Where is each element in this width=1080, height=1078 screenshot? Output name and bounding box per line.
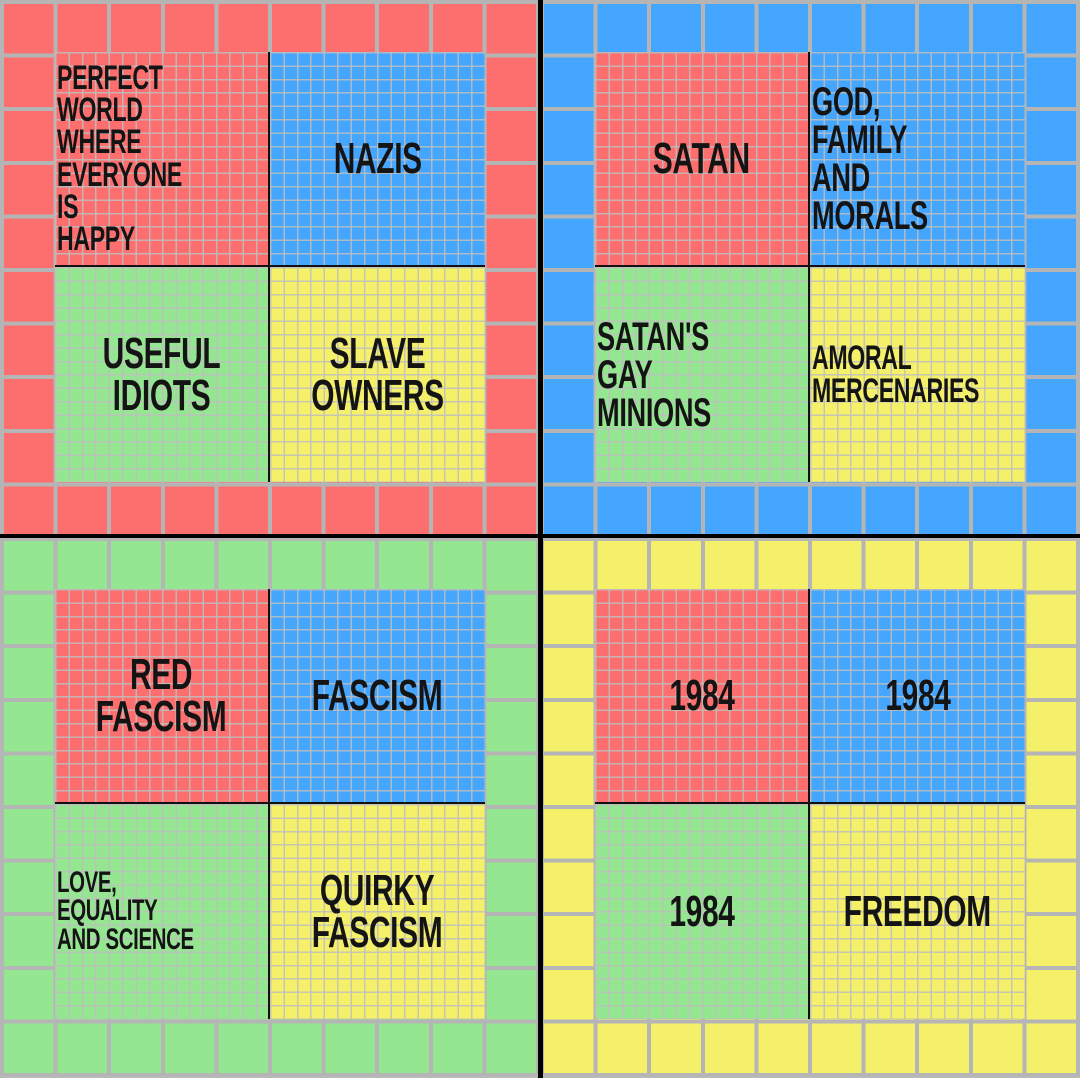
cell-1984-c: 1984 — [595, 804, 810, 1019]
cell-love-equality-science: LOVE, EQUALITY AND SCIENCE — [55, 804, 270, 1019]
cell-1984-b: 1984 — [810, 589, 1025, 804]
cell-satan: SATAN — [595, 52, 810, 267]
cell-label: NAZIS — [333, 133, 422, 183]
cell-amoral-mercenaries: AMORAL MERCENARIES — [810, 267, 1025, 482]
inner-grid: SATAN GOD, FAMILY AND MORALS SATAN'S GAY… — [595, 52, 1025, 482]
cell-label: SATAN'S GAY MINIONS — [597, 314, 711, 435]
cell-quirky-fascism: QUIRKY FASCISM — [270, 804, 485, 1019]
quadrant-bottom-right: 1984 1984 1984 FREEDOM — [540, 537, 1080, 1076]
cell-label: QUIRKY FASCISM — [312, 865, 443, 957]
cell-label: USEFUL IDIOTS — [102, 328, 221, 420]
cell-label: LOVE, EQUALITY AND SCIENCE — [57, 865, 194, 956]
quadrant-top-left: PERFECT WORLD WHERE EVERYONE IS HAPPY NA… — [0, 0, 540, 539]
cell-label: PERFECT WORLD WHERE EVERYONE IS HAPPY — [57, 58, 182, 259]
cell-freedom: FREEDOM — [810, 804, 1025, 1019]
vertical-axis-divider — [538, 0, 543, 1078]
cell-label: AMORAL MERCENARIES — [812, 339, 980, 410]
inner-grid: 1984 1984 1984 FREEDOM — [595, 589, 1025, 1019]
cell-label: 1984 — [668, 886, 735, 936]
cell-libright-left: SLAVE OWNERS — [270, 267, 485, 482]
cell-label: 1984 — [884, 670, 951, 720]
cell-satans-minions: SATAN'S GAY MINIONS — [595, 267, 810, 482]
cell-authleft-left: PERFECT WORLD WHERE EVERYONE IS HAPPY — [55, 52, 270, 267]
cell-label: 1984 — [668, 670, 735, 720]
cell-label: SATAN — [653, 133, 750, 183]
cell-label: SLAVE OWNERS — [311, 328, 444, 420]
cell-label: RED FASCISM — [96, 649, 227, 741]
horizontal-axis-divider — [0, 534, 1080, 538]
cell-label: FREEDOM — [843, 886, 992, 936]
inner-grid: RED FASCISM FASCISM LOVE, EQUALITY AND S… — [55, 589, 485, 1019]
cell-1984-a: 1984 — [595, 589, 810, 804]
cell-label: GOD, FAMILY AND MORALS — [812, 79, 928, 238]
cell-red-fascism: RED FASCISM — [55, 589, 270, 804]
cell-authleft-right: NAZIS — [270, 52, 485, 267]
cell-label: FASCISM — [312, 670, 443, 720]
quadrant-bottom-left: RED FASCISM FASCISM LOVE, EQUALITY AND S… — [0, 537, 540, 1076]
cell-fascism: FASCISM — [270, 589, 485, 804]
inner-grid: PERFECT WORLD WHERE EVERYONE IS HAPPY NA… — [55, 52, 485, 482]
cell-libleft-left: USEFUL IDIOTS — [55, 267, 270, 482]
quadrant-top-right: SATAN GOD, FAMILY AND MORALS SATAN'S GAY… — [540, 0, 1080, 539]
cell-god-family-morals: GOD, FAMILY AND MORALS — [810, 52, 1025, 267]
